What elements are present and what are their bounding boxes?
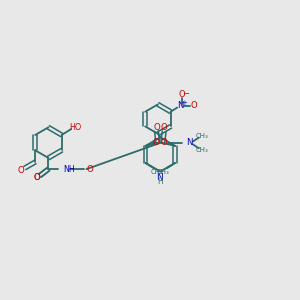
Text: O: O: [34, 173, 40, 182]
Text: NH: NH: [63, 165, 75, 174]
Text: O: O: [178, 90, 185, 99]
Text: O: O: [153, 122, 160, 131]
Text: O: O: [190, 101, 197, 110]
Text: N: N: [186, 138, 193, 147]
Text: O: O: [34, 173, 40, 182]
Text: H: H: [157, 177, 163, 186]
Text: N: N: [156, 173, 163, 182]
Text: CH₃: CH₃: [196, 133, 209, 139]
Text: O: O: [161, 122, 168, 131]
Text: N: N: [177, 101, 183, 110]
Text: CH₃: CH₃: [157, 169, 170, 175]
Text: O: O: [153, 138, 160, 147]
Text: −: −: [182, 89, 190, 98]
Text: CH₃: CH₃: [196, 147, 209, 153]
Text: +: +: [181, 100, 187, 106]
Text: CH₃: CH₃: [151, 169, 164, 175]
Text: HO: HO: [70, 122, 82, 131]
Text: O: O: [87, 165, 94, 174]
Text: O: O: [17, 166, 24, 175]
Text: O: O: [161, 138, 168, 147]
